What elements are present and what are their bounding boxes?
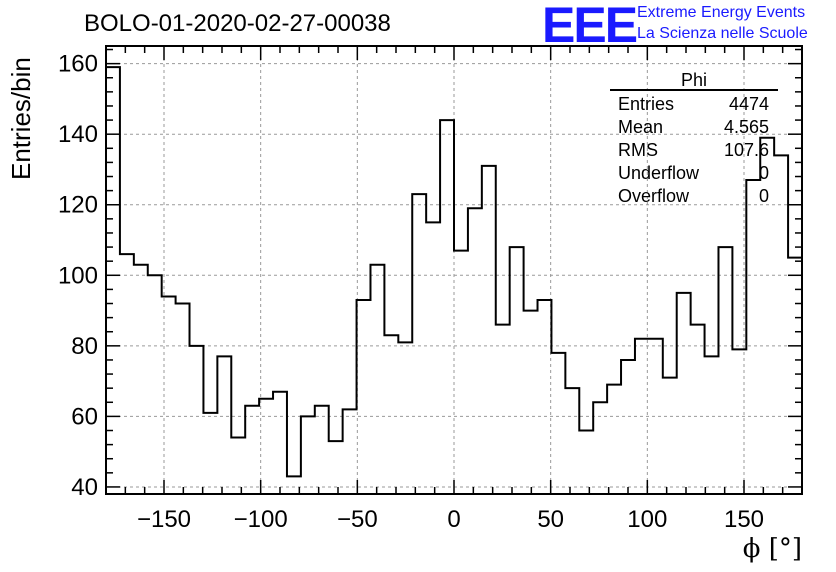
- histogram-bin: [301, 416, 315, 494]
- histogram-bin: [398, 342, 412, 494]
- histogram-bin: [231, 438, 245, 494]
- histogram-bin: [454, 251, 468, 494]
- y-tick-label: 40: [71, 474, 98, 501]
- x-tick-label: 150: [724, 506, 764, 533]
- histogram-bin: [524, 311, 538, 494]
- x-tick-label: −150: [137, 506, 191, 533]
- x-tick-label: 100: [627, 506, 667, 533]
- histogram-bin: [649, 339, 663, 494]
- histogram-bin: [426, 222, 440, 494]
- histogram-bin: [718, 247, 732, 494]
- stats-row-value: 4.565: [724, 117, 769, 137]
- histogram-bin: [315, 406, 329, 494]
- histogram-bin: [148, 275, 162, 494]
- stats-row-label: Mean: [618, 117, 663, 137]
- histogram-bin: [607, 385, 621, 494]
- histogram-bin: [593, 402, 607, 494]
- x-tick-label: −100: [234, 506, 288, 533]
- histogram-bin: [565, 388, 579, 494]
- histogram-step-line: [106, 66, 802, 478]
- histogram-bin: [370, 265, 384, 494]
- logo-subtitle-line2: La Scienza nelle Scuole: [637, 25, 808, 42]
- histogram-bin: [746, 180, 760, 494]
- histogram-bin: [677, 293, 691, 494]
- x-tick-label: 50: [537, 506, 564, 533]
- histogram-bin: [510, 247, 524, 494]
- histogram-bin: [705, 356, 719, 494]
- histogram-bin: [482, 166, 496, 494]
- y-axis-label: Entries/bin: [6, 57, 36, 180]
- y-tick-label: 160: [58, 51, 98, 78]
- logo-subtitle-line1: Extreme Energy Events: [637, 4, 806, 21]
- histogram-bin: [329, 441, 343, 494]
- stats-row-label: Entries: [618, 94, 674, 114]
- histogram-bin: [412, 194, 426, 494]
- histogram-bin: [190, 346, 204, 494]
- histogram-bin: [496, 325, 510, 494]
- chart-title: BOLO-01-2020-02-27-00038: [84, 10, 391, 37]
- stats-row-value: 0: [759, 186, 769, 206]
- histogram-series: [106, 66, 802, 494]
- y-tick-label: 140: [58, 121, 98, 148]
- histogram-bin: [343, 409, 357, 494]
- x-axis-label: ϕ [°]: [742, 534, 802, 564]
- histogram-bin: [120, 254, 134, 494]
- x-tick-label: −50: [337, 506, 378, 533]
- x-tick-label: 0: [447, 506, 460, 533]
- stats-row-label: RMS: [618, 140, 658, 160]
- y-tick-label: 80: [71, 333, 98, 360]
- stats-box: Phi Entries 4474 Mean 4.565 RMS 107.6 Underflow…: [610, 70, 778, 206]
- stats-row-value: 4474: [729, 94, 769, 114]
- histogram-bin: [162, 296, 176, 494]
- stats-title: Phi: [681, 70, 707, 90]
- histogram-bin: [203, 413, 217, 494]
- histogram-bin: [357, 300, 371, 494]
- eee-logo: EEE: [542, 0, 638, 53]
- histogram-bin: [774, 155, 788, 494]
- histogram-bin: [384, 335, 398, 494]
- histogram-bin: [259, 399, 273, 494]
- histogram-bin: [732, 349, 746, 494]
- stats-row-value: 0: [759, 163, 769, 183]
- histogram-bin: [579, 431, 593, 494]
- stats-row-label: Underflow: [618, 163, 700, 183]
- stats-row-value: 107.6: [724, 140, 769, 160]
- axes: −150 −100 −50 0 50 100 150 40 60 80 100 120 140 160: [58, 45, 803, 533]
- histogram-bin: [440, 120, 454, 494]
- histogram-bin: [663, 378, 677, 494]
- histogram-bin: [691, 325, 705, 494]
- histogram-bin: [217, 356, 231, 494]
- histogram-bin: [134, 265, 148, 494]
- histogram-bin: [176, 304, 190, 494]
- stats-row-label: Overflow: [618, 186, 690, 206]
- histogram-bin: [551, 353, 565, 494]
- y-tick-label: 120: [58, 192, 98, 219]
- histogram-bin: [245, 406, 259, 494]
- y-tick-label: 60: [71, 403, 98, 430]
- histogram-bin: [273, 392, 287, 494]
- histogram-bin: [621, 360, 635, 494]
- histogram-bin: [468, 208, 482, 494]
- histogram-bin: [538, 300, 552, 494]
- histogram-bin: [635, 339, 649, 494]
- y-tick-label: 100: [58, 262, 98, 289]
